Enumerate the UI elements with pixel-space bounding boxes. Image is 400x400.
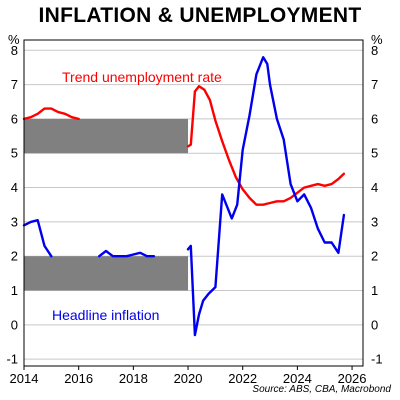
plot-frame [23,39,364,370]
y-tick-label-left: 5 [11,146,18,161]
y-tick-label-left: -1 [6,352,18,367]
chart-title: INFLATION & UNEMPLOYMENT [38,4,362,27]
y-tick-label-right: 6 [371,111,378,126]
x-tick-label: 2024 [283,371,312,386]
shaded-band [24,256,189,291]
y-tick-label-right: -1 [371,352,383,367]
x-tick-label: 2026 [338,371,367,386]
y-tick-label-right: 5 [371,146,378,161]
y-tick-label-right: 8 [371,43,378,58]
y-tick-label-right: 3 [371,214,378,229]
y-tick-label-left: 6 [11,111,18,126]
y-tick-label-right: 0 [371,317,378,332]
source-note: Source: ABS, CBA, Macrobond [252,384,391,395]
tick-labels: -1 -1 0 0 1 1 2 2 3 3 4 4 5 5 6 6 7 7 8 8 2014 2016 2018 2020 20… [6,43,382,386]
x-tick-label: 2018 [119,371,148,386]
x-tick-label: 2020 [174,371,203,386]
y-tick-label-right: 7 [371,77,378,92]
x-tick-label: 2022 [228,371,257,386]
x-tick-label: 2014 [10,371,39,386]
shaded-band [24,118,189,154]
series [22,56,346,337]
unemployment-annotation: Trend unemployment rate [62,69,222,85]
x-tick-label: 2016 [64,371,93,386]
y-tick-label-left: 2 [11,249,18,264]
y-tick-label-left: 7 [11,77,18,92]
y-tick-label-right: 1 [371,283,378,298]
y-tick-label-left: 0 [11,317,18,332]
y-tick-label-left: 3 [11,214,18,229]
y-unit-left: % [8,32,20,47]
series-line [22,56,346,337]
shaded-bands [24,118,189,291]
y-tick-label-left: 8 [11,43,18,58]
series-line [22,85,346,206]
plot-border [23,39,364,367]
y-unit-right: % [371,32,383,47]
grid [24,49,363,360]
y-tick-label-left: 1 [11,283,18,298]
y-tick-label-right: 2 [371,249,378,264]
inflation-annotation: Headline inflation [52,307,159,323]
y-tick-label-left: 4 [11,180,18,195]
y-tick-label-right: 4 [371,180,378,195]
